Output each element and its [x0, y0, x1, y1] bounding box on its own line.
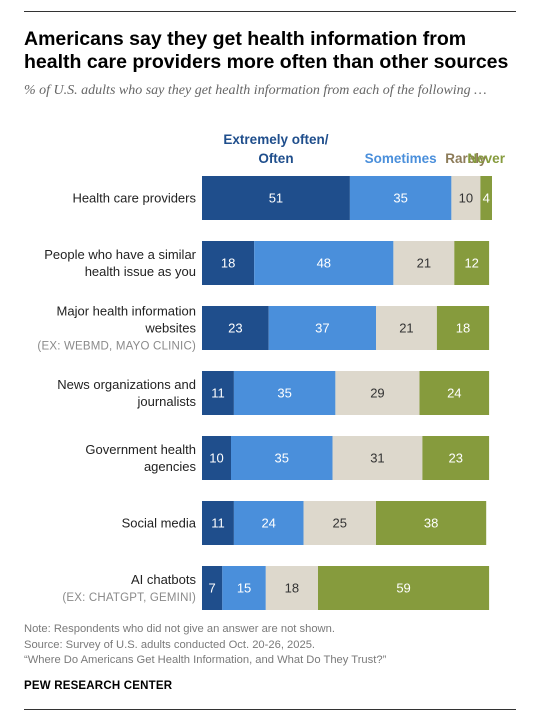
bar-segment	[335, 371, 420, 415]
chart-title: Americans say they get health informatio…	[24, 28, 509, 73]
pew-logo-text: PEW RESEARCH CENTER	[24, 680, 173, 692]
category-example: (EX: CHATGPT, GEMINI)	[62, 592, 196, 604]
data-label: 7	[209, 581, 216, 596]
note-line: Note: Respondents who did not give an an…	[24, 623, 335, 635]
data-label: 24	[261, 516, 275, 531]
bar-segment	[376, 306, 437, 350]
bar-segment	[451, 176, 481, 220]
data-label: 4	[483, 191, 490, 206]
legend-rarely: Rarely	[445, 151, 487, 166]
data-label: 59	[396, 581, 410, 596]
bar-segment	[202, 566, 223, 610]
data-label: 48	[317, 256, 331, 271]
stacked-bar-chart: Extremely often/Often Sometimes RarelyNeve…	[37, 132, 506, 610]
legend-never: Never	[467, 151, 505, 166]
legend-extremely-often-often: Often	[258, 151, 293, 166]
data-label: 10	[459, 191, 473, 206]
data-label: 11	[211, 386, 225, 401]
data-label: 35	[393, 191, 407, 206]
bar-segment	[454, 241, 490, 285]
category-label: journalists	[136, 394, 196, 409]
category-label: agencies	[144, 459, 197, 474]
category-label: health issue as you	[85, 264, 196, 279]
notes-block: Note: Respondents who did not give an an…	[24, 622, 524, 669]
data-label: 35	[275, 451, 289, 466]
data-label: 37	[315, 321, 329, 336]
bar-segment	[202, 176, 350, 220]
bar-segment	[393, 241, 455, 285]
bar-segment	[318, 566, 490, 610]
data-label: 29	[370, 386, 384, 401]
data-label: 12	[464, 256, 478, 271]
category-label: Social media	[122, 516, 197, 531]
data-label: 35	[277, 386, 291, 401]
data-label: 31	[370, 451, 384, 466]
category-label: websites	[144, 321, 196, 336]
bar-segment	[202, 436, 231, 480]
data-label: 15	[237, 581, 251, 596]
bar-segment	[222, 566, 266, 610]
bar-segment	[202, 501, 234, 545]
data-label: 51	[269, 191, 283, 206]
bar-segment	[376, 501, 487, 545]
data-label: 21	[399, 321, 413, 336]
category-label: People who have a similar	[44, 247, 196, 262]
bottom-rule	[24, 709, 516, 710]
bar-segment	[303, 501, 376, 545]
data-label: 11	[211, 516, 225, 531]
legend-sometimes: Sometimes	[365, 151, 437, 166]
chart-subtitle: % of U.S. adults who say they get health…	[24, 83, 487, 98]
bar-segment	[202, 241, 255, 285]
category-label: News organizations and	[57, 377, 196, 392]
data-label: 23	[228, 321, 242, 336]
bar-segment	[202, 306, 269, 350]
bar-segment	[332, 436, 423, 480]
data-label: 24	[447, 386, 461, 401]
bar-segment	[349, 176, 452, 220]
bar-segment	[265, 566, 318, 610]
data-label: 10	[209, 451, 223, 466]
data-label: 18	[221, 256, 235, 271]
data-label: 23	[449, 451, 463, 466]
bar-segment	[268, 306, 376, 350]
bar-segment	[233, 371, 336, 415]
bar-segment	[231, 436, 333, 480]
legend-extremely-often-often: Extremely often/	[223, 132, 328, 147]
source-line: Source: Survey of U.S. adults conducted …	[24, 638, 316, 651]
bar-segment	[233, 501, 304, 545]
bar-segment	[480, 176, 492, 220]
report-title-line: “Where Do Americans Get Health Informati…	[24, 654, 387, 666]
category-label: Government health	[85, 442, 196, 457]
data-label: 25	[333, 516, 347, 531]
bar-segment	[419, 371, 490, 415]
bar-segment	[422, 436, 490, 480]
bar-segment	[202, 371, 234, 415]
category-example: (EX: WEBMD, MAYO CLINIC)	[37, 341, 196, 353]
top-rule	[24, 11, 516, 12]
category-label: Health care providers	[72, 191, 196, 206]
bar-segment	[436, 306, 490, 350]
category-label: AI chatbots	[131, 572, 197, 587]
data-label: 18	[456, 321, 470, 336]
data-label: 18	[285, 581, 299, 596]
data-label: 38	[424, 516, 438, 531]
bar-segment	[254, 241, 394, 285]
category-label: Major health information	[57, 304, 196, 319]
data-label: 21	[417, 256, 431, 271]
